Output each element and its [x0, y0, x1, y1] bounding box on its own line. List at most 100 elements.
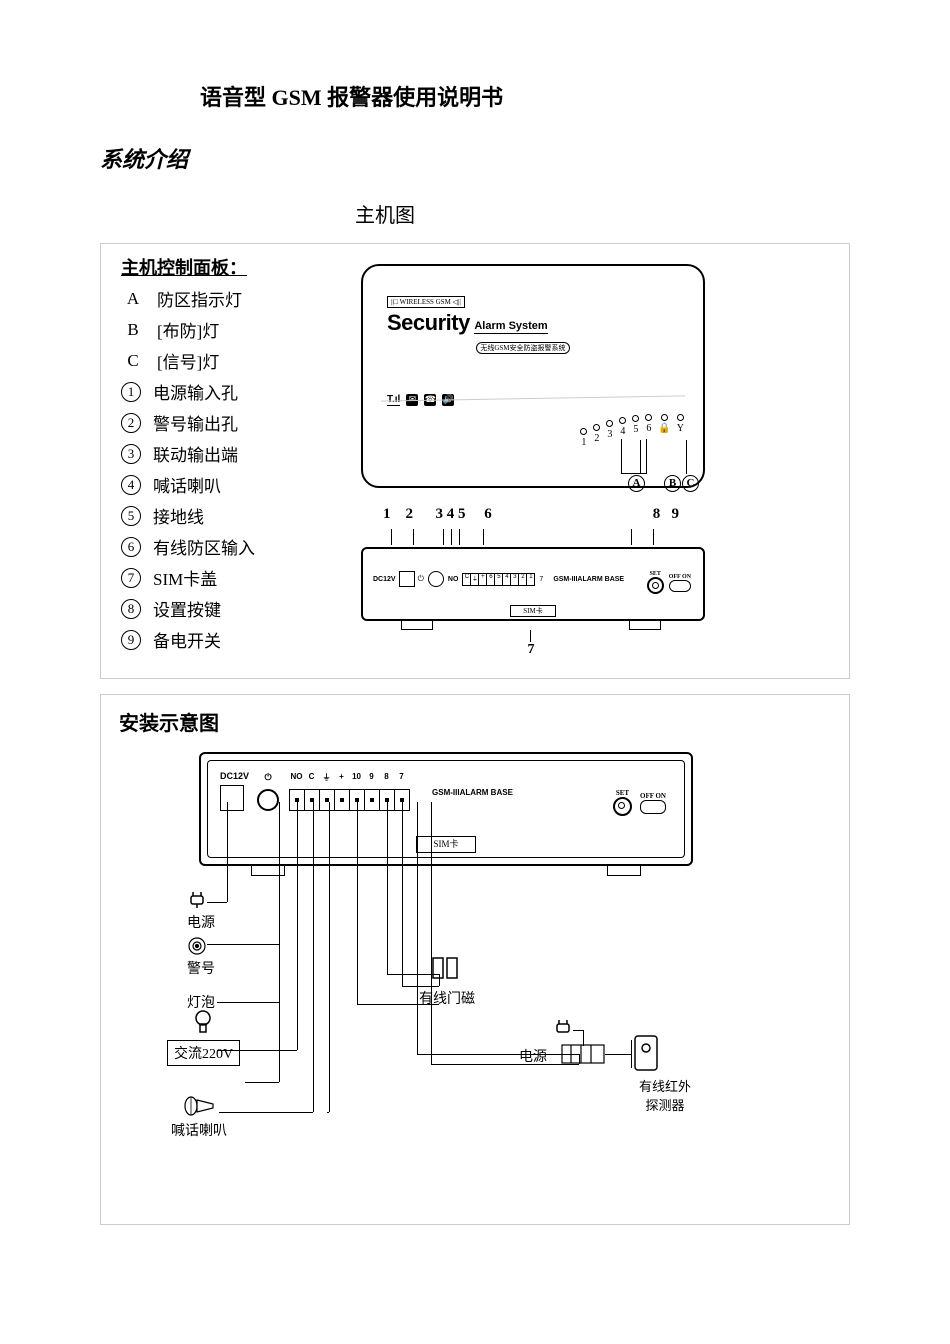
dc-jack-icon [220, 785, 244, 811]
legend-row: 8 设置按键 [121, 596, 321, 621]
section-intro-heading: 系统介绍 [100, 142, 850, 174]
callout-a: A [628, 475, 645, 492]
brand-tag: ||□ WIRELESS GSM ◁|| [387, 296, 465, 308]
legend-row: A防区指示灯 [121, 286, 321, 311]
legend-text: 备电开关 [153, 627, 221, 652]
diagram-subtitle: 主机图 [0, 199, 850, 228]
legend-row: B [布防]灯 [121, 317, 321, 342]
legend-text: 联动输出端 [153, 441, 238, 466]
terminal-block [289, 789, 410, 811]
brand-subtitle-cn: 无线GSM安全防盗报警系统 [476, 342, 569, 354]
zone-led: 6 [645, 414, 652, 434]
legend-row: 9 备电开关 [121, 627, 321, 652]
legend-text: 喊话喇叭 [153, 472, 221, 497]
main-diagram-box: 主机控制面板： A防区指示灯 B[布防]灯 C[信号]灯 1电源输入孔 2警号输… [100, 243, 850, 679]
legend-text: 警号输出孔 [153, 410, 238, 435]
device-bottom-panel: DC12V ⏻ NO C⏚+654321 7 GSM-IIIALARM BASE… [361, 547, 705, 621]
speaker-label: 喊话喇叭 [171, 1120, 227, 1140]
legend-text: 有线防区输入 [153, 534, 255, 559]
legend-marker: C [121, 351, 145, 371]
zone-led: 3 [606, 420, 613, 440]
plug-icon [187, 888, 209, 910]
legend-text: 防区指示灯 [157, 286, 242, 311]
antenna-icon: Y [677, 423, 684, 434]
set-switch-area: SET OFF ON [647, 571, 691, 594]
dc-label: DC12V [373, 576, 396, 583]
signal-led: Y [677, 414, 684, 434]
speaker-icon [183, 1094, 219, 1118]
set-button-icon [647, 577, 664, 594]
door-contact-icon [431, 956, 463, 984]
power-box-icon [561, 1044, 605, 1064]
legend-marker-circled: 7 [121, 568, 141, 588]
legend-marker-circled: 9 [121, 630, 141, 650]
device-rear-panel: DC12V ⏻ NO C ⏚ + 10 9 [199, 752, 693, 866]
ir-detector-icon [633, 1034, 661, 1074]
legend-text: 电源输入孔 [153, 379, 238, 404]
install-diagram-box: 安装示意图 DC12V ⏻ NO C [100, 694, 850, 1225]
bulb-icon [193, 1010, 213, 1040]
legend-row: C [信号]灯 [121, 348, 321, 373]
reset-button-icon [428, 571, 444, 587]
legend-row: 2 警号输出孔 [121, 410, 321, 435]
callout-b: B [664, 475, 681, 492]
power-label: 电源 [187, 912, 215, 932]
legend-marker-circled: 8 [121, 599, 141, 619]
legend-title: 主机控制面板： [121, 254, 321, 280]
legend-marker-circled: 5 [121, 506, 141, 526]
callout-7: 7 [361, 642, 701, 658]
device-illustration-area: ||□ WIRELESS GSM ◁|| Security Alarm Syst… [331, 254, 829, 668]
siren-label: 警号 [187, 958, 215, 978]
ac-label: 交流220V [167, 1040, 240, 1066]
legend-text: 接地线 [153, 503, 204, 528]
legend-row: 1 电源输入孔 [121, 379, 321, 404]
arm-led: 🔒 [658, 414, 670, 434]
wiring-diagram: DC12V ⏻ NO C ⏚ + 10 9 [159, 744, 831, 1184]
device-front-panel: ||□ WIRELESS GSM ◁|| Security Alarm Syst… [361, 264, 705, 488]
legend-row: 7 SIM卡盖 [121, 565, 321, 590]
ir-label: 有线红外 探测器 [639, 1076, 691, 1114]
power2-label: 电源 [519, 1046, 547, 1066]
legend-marker-circled: 6 [121, 537, 141, 557]
legend-row: 5 接地线 [121, 503, 321, 528]
zone-led: 5 [632, 415, 639, 435]
model-label: GSM-IIIALARM BASE [432, 788, 513, 797]
model-text: GSM-IIIALARM BASE [553, 576, 624, 583]
sim-slot-label: SIM卡 [510, 605, 556, 617]
bulb-label: 灯泡 [187, 992, 215, 1012]
lock-icon: 🔒 [658, 423, 670, 434]
zone-led: 2 [593, 424, 600, 444]
brand-area: ||□ WIRELESS GSM ◁|| Security Alarm Syst… [387, 288, 570, 355]
set-switch-area: SET OFF ON [613, 789, 666, 816]
power-switch-icon [669, 580, 691, 592]
legend-row: 6 有线防区输入 [121, 534, 321, 559]
brand-logo: Security [387, 310, 470, 335]
install-title: 安装示意图 [119, 707, 831, 736]
reset-icon: ⏻ [257, 772, 279, 783]
legend-marker-circled: 3 [121, 444, 141, 464]
legend-text: SIM卡盖 [153, 565, 217, 590]
legend-row: 4 喊话喇叭 [121, 472, 321, 497]
legend-marker: B [121, 320, 145, 340]
device-feet [361, 621, 701, 630]
door-label: 有线门磁 [419, 988, 475, 1008]
status-icons-row: T.ıl ✉ ☎ 🔊 [387, 386, 454, 407]
legend-text: [布防]灯 [157, 317, 219, 342]
legend-marker-circled: 1 [121, 382, 141, 402]
zone-led: 4 [619, 417, 626, 437]
zone-led: 1 [580, 428, 587, 448]
plug-icon [553, 1016, 575, 1038]
legend-marker-circled: 2 [121, 413, 141, 433]
legend-row: 3 联动输出端 [121, 441, 321, 466]
terminal-block-icon: C⏚+654321 [462, 573, 535, 586]
sim-label: SIM卡 [416, 836, 476, 853]
siren-icon [185, 934, 209, 958]
dc-jack-icon [399, 571, 415, 587]
callout-c: C [682, 475, 699, 492]
brand-subtitle: Alarm System [474, 320, 547, 334]
legend-text: [信号]灯 [157, 348, 219, 373]
legend-text: 设置按键 [153, 596, 221, 621]
document-title: 语音型 GSM 报警器使用说明书 [200, 80, 850, 112]
legend-marker-circled: 4 [121, 475, 141, 495]
port-number-labels: 1 2 3 4 5 6 8 9 [361, 506, 701, 523]
